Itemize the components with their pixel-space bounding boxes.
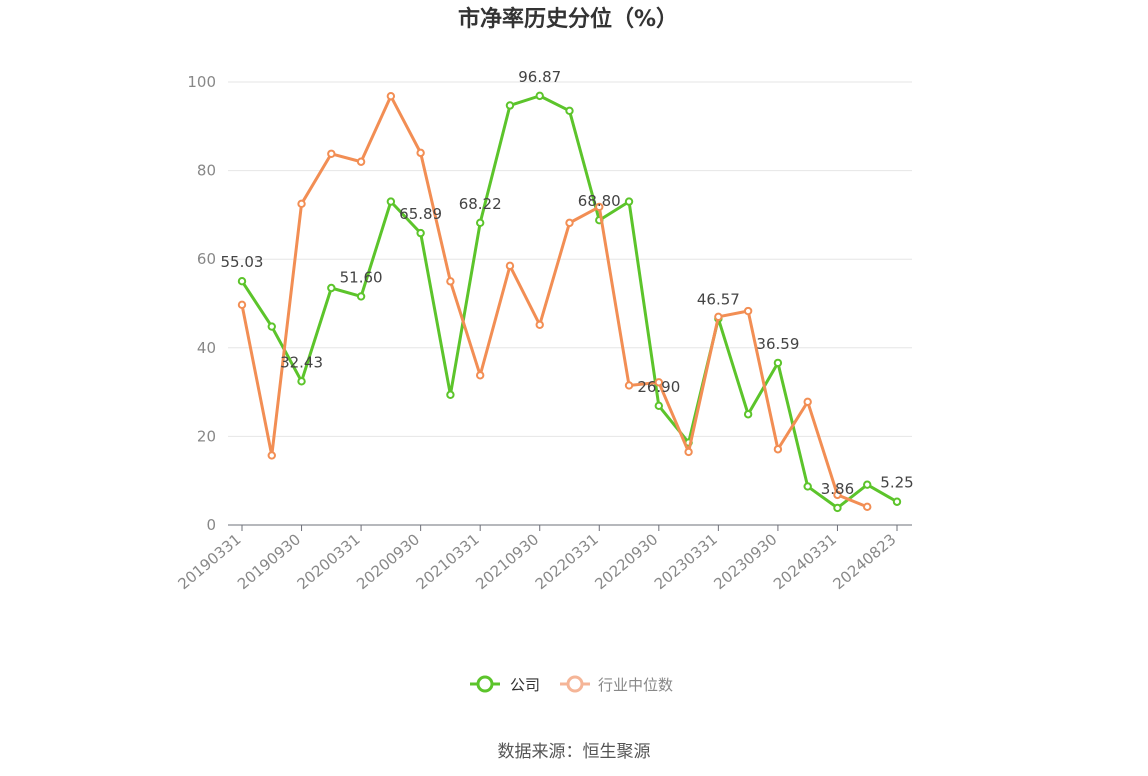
industry-point [654,378,664,387]
industry-point [267,451,276,460]
industry-point [297,199,306,209]
data-label: 32.43 [280,353,323,371]
legend-item-company[interactable]: 公司 [470,675,540,694]
legend-company-marker [476,675,494,693]
company-point [565,106,574,115]
company-point [446,390,455,399]
x-tick-label: 20220331 [532,530,602,593]
data-label: 68.80 [578,192,621,210]
company-point [803,482,812,491]
y-tick-label: 60 [197,250,216,268]
industry-point [237,300,247,310]
grid [228,81,912,437]
company-point [624,197,634,206]
source-text: 数据来源：恒生聚源 [498,742,651,762]
x-tick-label: 20230930 [710,530,780,593]
data-label: 68.22 [459,195,502,213]
industry-point [535,320,544,329]
x-tick-label: 20230331 [651,530,721,593]
data-label: 55.03 [221,253,264,271]
data-labels: 55.03 32.43 51.60 65.89 68.22 96.87 68.80 26.90… [221,68,914,498]
y-tick-label: 0 [206,516,216,534]
x-tick-label: 20190331 [175,530,245,593]
company-point [327,283,336,293]
industry-point [475,371,485,380]
industry-point [684,447,693,457]
data-label: 26.90 [637,378,680,396]
x-tick-label: 20200930 [353,530,423,593]
series-layer [237,91,902,513]
industry-point [416,148,425,158]
industry-point [833,490,842,500]
industry-point [327,149,336,158]
company-point [386,197,396,206]
industry-point [386,91,396,101]
industry-point [446,277,455,286]
y-tick-label: 20 [197,427,216,445]
chart-title: 市净率历史分位（%） [458,6,678,32]
company-point [773,358,783,368]
legend[interactable]: 公司 行业中位数 [470,675,673,694]
data-label: 5.25 [880,474,913,492]
x-tick-label: 20210930 [472,530,542,593]
industry-point [773,445,783,454]
legend-industry-marker [566,675,584,693]
company-point [833,503,842,513]
x-tick-label: 20220930 [591,530,661,593]
x-tick-label: 20240331 [770,530,840,593]
x-tick-label: 20200331 [294,530,364,593]
industry-point [505,261,515,271]
x-tick-label: 20190930 [234,530,304,593]
data-label: 96.87 [518,68,561,86]
industry-point [803,397,812,407]
industry-point [595,202,604,212]
company-point [297,377,306,386]
industry-point [565,218,574,228]
data-label: 36.59 [756,335,799,353]
company-point [654,401,664,411]
company-point [892,497,902,506]
company-point [505,101,515,110]
data-label: 3.86 [821,480,854,498]
x-tick-label: 20210331 [413,530,483,593]
company-point [237,277,247,286]
company-point [356,292,366,301]
x-axis: 2019033120190930202003312020093020210331… [175,524,912,593]
industry-point [356,157,366,166]
y-tick-label: 40 [197,339,216,357]
y-axis: 0 20 40 60 80 100 [187,73,216,534]
industry-point [714,312,723,321]
company-point [475,218,485,227]
industry-point [863,502,872,512]
series-line-industry [240,94,868,509]
legend-item-industry[interactable]: 行业中位数 [560,675,673,694]
data-label: 65.89 [399,205,442,223]
legend-company-label: 公司 [510,676,540,694]
company-point [743,410,753,419]
legend-industry-label: 行业中位数 [598,676,673,694]
x-tick-label: 20240823 [830,530,900,593]
industry-point [743,306,753,316]
industry-point [624,381,634,390]
data-label: 51.60 [340,268,383,286]
data-label: 46.57 [697,291,740,309]
y-tick-label: 80 [197,162,216,180]
company-point [267,322,276,331]
company-point [863,480,872,489]
company-point [535,91,544,101]
y-tick-label: 100 [187,73,216,91]
company-point [416,228,425,238]
